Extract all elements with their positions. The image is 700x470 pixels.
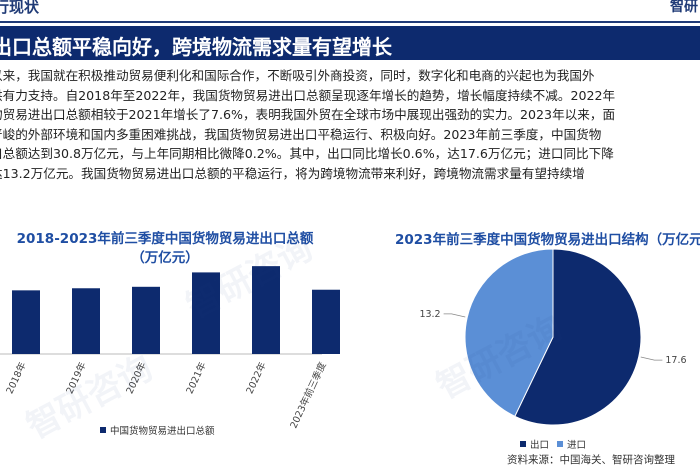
pie-legend-import-swatch [557, 441, 564, 447]
bar [252, 266, 280, 354]
bar [192, 272, 220, 354]
body-paragraph: 以来，我国就在积极推动贸易便利化和国际合作，不断吸引外商投资，同时，数字化和电商… [0, 68, 616, 181]
bar [132, 286, 160, 354]
pie-slice-export [514, 248, 642, 426]
top-bar: 行现状 智研 [0, 0, 700, 24]
pie-legend-export-label: 出口 [530, 440, 550, 451]
bar [72, 288, 100, 354]
bar-legend: 中国货物贸易进出口总额 [100, 423, 215, 437]
bar [312, 289, 340, 354]
pie-slice-import [464, 248, 554, 417]
source-note: 资料来源：中国海关、智研咨询整理 [507, 454, 675, 466]
pie-leader-line [443, 313, 466, 318]
pie-legend-import-label: 进口 [567, 440, 587, 451]
bar-chart-title: 2018-2023年前三季度中国货物贸易进出口总额 （万亿元） [16, 231, 314, 266]
pie-data-label: 17.6 [665, 355, 686, 366]
headline-banner: 出口总额平稳向好，跨境物流需求量有望增长 [0, 26, 700, 60]
headline-text: 出口总额平稳向好，跨境物流需求量有望增长 [0, 35, 392, 59]
bar-legend-label: 中国货物贸易进出口总额 [110, 426, 215, 437]
pie-legend: 出口 进口 [520, 437, 586, 451]
pie-leader-line [640, 356, 663, 361]
bar [12, 290, 40, 354]
header-rule [0, 21, 700, 23]
pie-data-label: 13.2 [419, 309, 440, 320]
bar-legend-swatch [100, 427, 106, 433]
pie-chart-title: 2023年前三季度中国货物贸易进出口结构（万亿元） [395, 232, 700, 248]
brand-logo: 智研 [670, 0, 698, 15]
section-title: 行现状 [0, 0, 40, 16]
pie-legend-export-swatch [520, 441, 526, 447]
